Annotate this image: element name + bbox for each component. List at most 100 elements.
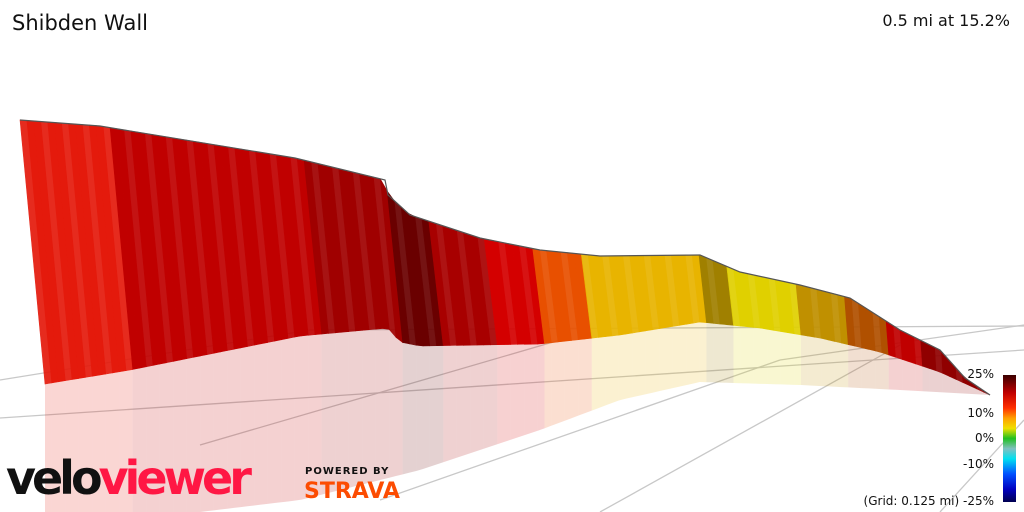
reflection-segment <box>720 324 727 383</box>
reflection-segment <box>450 345 457 460</box>
reflection-segment <box>679 324 687 387</box>
reflection-segment <box>207 353 214 512</box>
reflection-segment <box>747 326 754 384</box>
reflection-segment <box>267 341 275 504</box>
reflection-segment <box>531 344 538 433</box>
reflection-segment <box>294 335 302 501</box>
reflection-segment <box>585 338 592 414</box>
reflection-segment <box>443 345 450 463</box>
reflection-segment <box>740 326 747 384</box>
reflection-segment <box>821 338 828 387</box>
reflection-segment <box>942 373 950 393</box>
reflection-segment <box>321 333 329 495</box>
reflection-segment <box>153 364 160 512</box>
reflection-segment <box>888 354 896 390</box>
grid-line <box>599 344 901 512</box>
reflection-segment <box>922 366 930 392</box>
reflection-segment <box>855 346 862 389</box>
reflection-segment <box>639 330 646 396</box>
reflection-segment <box>686 323 693 386</box>
reflection-segment <box>180 358 187 512</box>
reflection-segment <box>463 345 471 456</box>
reflection-segment <box>969 385 977 395</box>
reflection-segment <box>423 345 430 469</box>
reflection-segment <box>369 329 376 483</box>
reflection-segment <box>132 368 140 512</box>
reflection-segment <box>713 323 720 383</box>
reflection-segment <box>895 357 903 391</box>
reflection-segment <box>571 339 579 419</box>
reflection-segment <box>342 331 349 490</box>
reflection-segment <box>146 365 153 512</box>
scale-tick-with-grid: (Grid: 0.125 mi) -25% <box>864 494 994 508</box>
reflection-segment <box>92 375 99 512</box>
reflection-segment <box>355 330 363 487</box>
reflection-segment <box>274 339 282 504</box>
reflection-segment <box>456 345 464 458</box>
reflection-segment <box>625 333 633 399</box>
reflection-segment <box>551 341 558 426</box>
reflection-segment <box>733 325 741 384</box>
reflection-segment <box>909 361 916 391</box>
reflection-segment <box>240 346 248 508</box>
reflection-segment <box>834 341 842 388</box>
reflection-segment <box>753 327 761 384</box>
reflection-segment <box>159 362 167 512</box>
reflection-segment <box>234 347 241 508</box>
reflection-segment <box>51 381 59 512</box>
reflection-segment <box>726 324 734 384</box>
reflection-segment <box>490 344 498 447</box>
reflection-segment <box>186 357 194 512</box>
reflection-segment <box>65 379 72 512</box>
reflection-segment <box>416 345 423 471</box>
scale-tick: 0% <box>974 431 994 445</box>
reflection-segment <box>868 349 876 389</box>
reflection-segment <box>402 342 410 475</box>
reflection-segment <box>524 344 531 436</box>
scale-tick: -25% <box>962 494 994 508</box>
reflection-segment <box>801 334 808 386</box>
reflection-segment <box>166 361 174 512</box>
profile-wall <box>19 119 991 396</box>
reflection-segment <box>45 382 52 512</box>
reflection-segment <box>504 344 511 442</box>
gradient-color-scale <box>1003 375 1016 502</box>
reflection-segment <box>605 335 612 406</box>
reflection-segment <box>105 372 113 512</box>
reflection-segment <box>902 359 909 391</box>
scale-tick: -10% <box>962 457 994 471</box>
segment-title: Shibden Wall <box>12 11 148 35</box>
reflection-segment <box>612 335 619 403</box>
reflection-segment <box>396 337 403 476</box>
reflection-segment <box>841 343 849 388</box>
reflection-segment <box>429 345 437 467</box>
reflection-segment <box>328 332 336 493</box>
profile-reflection <box>45 322 990 512</box>
scale-tick: 25% <box>967 367 994 381</box>
reflection-segment <box>666 326 673 390</box>
reflection-segment <box>78 377 86 512</box>
reflection-segment <box>477 344 484 451</box>
grid-line <box>379 359 781 501</box>
reflection-segment <box>699 322 707 383</box>
reflection-segment <box>915 363 923 392</box>
strava-logo[interactable]: STRAVA <box>304 479 400 504</box>
reflection-segment <box>247 345 255 507</box>
veloviewer-logo[interactable]: veloviewer <box>6 451 252 505</box>
reflection-segment <box>281 338 288 503</box>
reflection-segment <box>510 344 518 440</box>
reflection-segment <box>200 354 207 512</box>
reflection-segment <box>288 337 295 502</box>
reflection-segment <box>335 332 342 492</box>
reflection-segment <box>348 330 356 488</box>
reflection-segment <box>767 329 774 385</box>
reflection-segment <box>375 328 383 482</box>
reflection-segment <box>362 329 369 485</box>
reflection-segment <box>652 328 660 393</box>
reflection-segment <box>787 332 795 385</box>
reflection-segment <box>632 331 639 398</box>
reflection-segment <box>882 352 889 390</box>
reflection-segment <box>814 337 822 387</box>
grid-line <box>0 349 1024 419</box>
